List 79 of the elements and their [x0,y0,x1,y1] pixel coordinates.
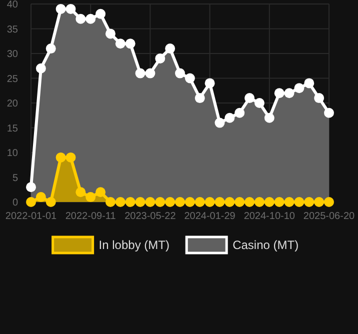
point [254,197,264,207]
point [56,4,66,14]
point [264,112,274,123]
point [115,197,126,207]
point [165,44,176,54]
point [66,152,76,162]
point [96,8,106,19]
y-tick-label: 35 [6,24,18,36]
y-tick-label: 0 [12,198,18,208]
point [304,197,314,207]
point [26,197,36,207]
point [96,187,106,198]
x-tick-label: 2024-10-10 [244,211,296,222]
point [294,83,304,94]
point [155,197,166,207]
point [125,197,136,207]
point [274,197,284,207]
point [254,98,264,108]
point [214,197,225,207]
point [26,182,36,192]
point [175,197,185,207]
point [125,38,136,49]
y-tick-label: 30 [6,49,18,60]
point [244,197,255,207]
point [234,197,245,207]
point [224,112,235,123]
point [155,53,166,64]
point [165,197,176,207]
point [194,93,205,104]
y-tick-label: 20 [6,98,18,110]
point [76,187,86,198]
point [86,14,96,24]
legend-label: In lobby (MT) [98,238,170,252]
point [36,192,46,202]
legend-label: Casino (MT) [232,238,299,252]
point [86,192,96,202]
x-tick-label: 2022-01-01 [5,211,58,222]
y-tick-label: 15 [6,123,18,134]
point [145,68,156,78]
point [304,78,314,88]
point [36,63,46,74]
x-tick-label: 2024-01-29 [184,211,236,222]
point [224,197,235,207]
x-tick-label: 2023-05-22 [124,211,176,222]
point [105,197,116,207]
x-tick-label: 2022-09-11 [65,211,116,222]
point [115,38,126,49]
x-tick-label: 2025-06-20 [303,211,356,222]
point [66,4,76,14]
point [324,108,334,118]
point [204,78,215,88]
point [284,197,294,207]
point [135,68,146,78]
point [274,88,284,98]
point [314,197,324,207]
point [194,197,205,207]
y-tick-label: 25 [6,74,18,85]
point [46,44,56,54]
point [284,88,294,98]
point [175,68,185,78]
point [264,197,274,207]
point [324,197,334,207]
point [184,73,195,84]
point [184,197,195,207]
point [46,197,56,207]
point [234,108,245,118]
point [204,197,215,207]
point [135,197,146,207]
point [145,197,156,207]
point [76,14,86,24]
point [294,197,304,207]
y-tick-label: 10 [6,148,18,159]
point [105,28,116,39]
y-tick-label: 40 [6,0,18,10]
point [244,93,255,104]
y-tick-label: 5 [12,172,18,184]
point [314,93,324,104]
point [56,152,66,162]
point [214,118,225,128]
